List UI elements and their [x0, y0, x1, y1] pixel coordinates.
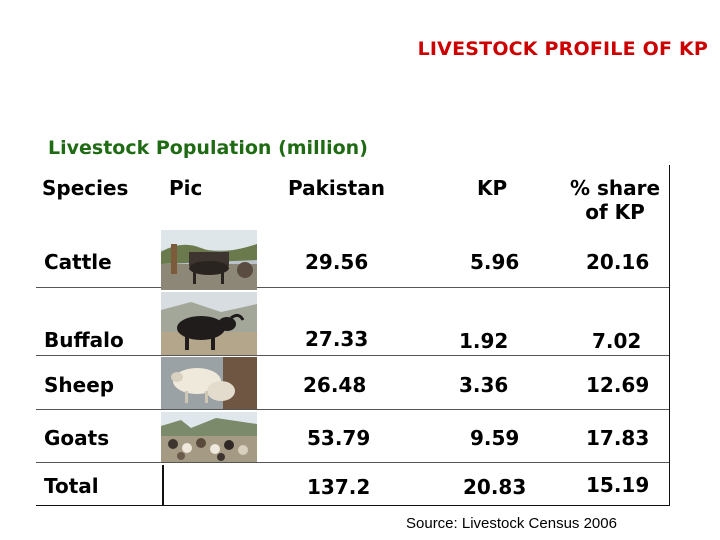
slide-title: LIVESTOCK PROFILE OF KP	[417, 38, 708, 60]
row-species-goats: Goats	[44, 426, 110, 450]
header-kp: KP	[477, 176, 508, 200]
row-pakistan-sheep: 26.48	[303, 373, 367, 397]
row-kp-buffalo: 1.92	[459, 329, 509, 353]
source-note: Source: Livestock Census 2006	[406, 515, 617, 532]
row-kp-goats: 9.59	[470, 426, 520, 450]
header-pakistan: Pakistan	[288, 176, 385, 200]
row-pakistan-total: 137.2	[307, 475, 371, 499]
row-share-goats: 17.83	[586, 426, 650, 450]
goats-photo	[161, 412, 257, 462]
row-species-total: Total	[44, 474, 99, 498]
row-divider	[36, 355, 669, 356]
row-species-sheep: Sheep	[44, 373, 115, 397]
row-species-cattle: Cattle	[44, 250, 112, 274]
row-divider	[36, 409, 669, 410]
row-kp-cattle: 5.96	[470, 250, 520, 274]
row-share-buffalo: 7.02	[592, 329, 642, 353]
row-kp-total: 20.83	[463, 475, 527, 499]
row-divider	[36, 287, 669, 288]
cattle-photo	[161, 230, 257, 290]
header-share-line1: % share	[569, 176, 661, 200]
table-caption: Livestock Population (million)	[48, 137, 368, 159]
row-share-cattle: 20.16	[586, 250, 650, 274]
header-pic: Pic	[169, 176, 203, 200]
row-divider	[36, 462, 669, 463]
row-pakistan-buffalo: 27.33	[305, 327, 369, 351]
header-share-line2: of KP	[585, 200, 645, 224]
pic-column-divider	[162, 465, 164, 505]
sheep-photo	[161, 357, 257, 409]
row-share-sheep: 12.69	[586, 373, 650, 397]
row-pakistan-goats: 53.79	[307, 426, 371, 450]
row-kp-sheep: 3.36	[459, 373, 509, 397]
row-pakistan-cattle: 29.56	[305, 250, 369, 274]
header-share: % share of KP	[560, 176, 670, 224]
header-species: Species	[42, 176, 129, 200]
row-share-total: 15.19	[586, 473, 650, 497]
buffalo-photo	[161, 292, 257, 355]
row-species-buffalo: Buffalo	[44, 328, 124, 352]
data-table	[36, 165, 670, 506]
